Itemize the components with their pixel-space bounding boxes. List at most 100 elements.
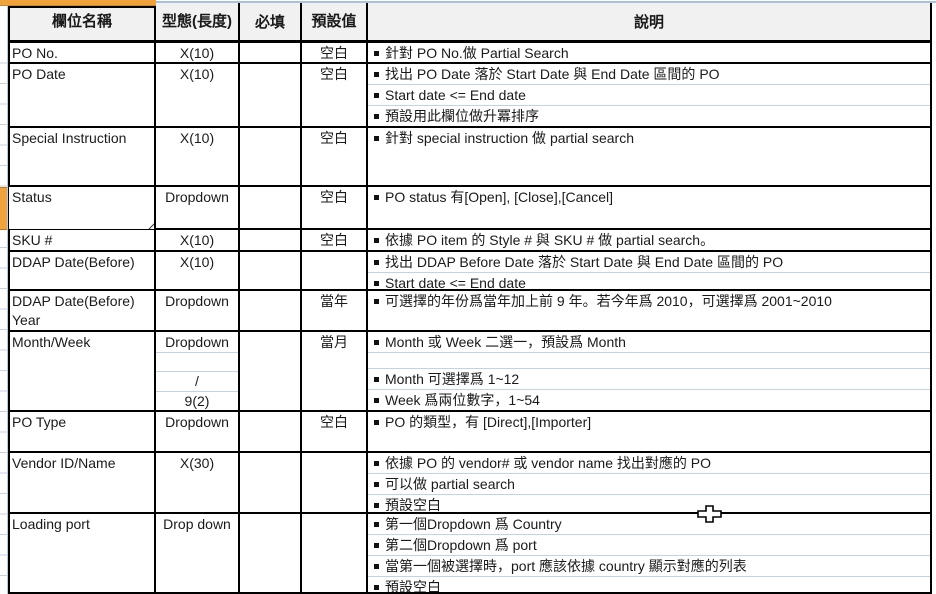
description-text: 預設空白 — [385, 579, 441, 592]
cell-field-name[interactable]: Month/Week — [8, 332, 156, 410]
cell-description[interactable]: 依據 PO item 的 Style # 與 SKU # 做 partial s… — [368, 230, 932, 250]
square-bullet-icon — [374, 72, 379, 77]
cell-description[interactable]: PO 的類型，有 [Direct],[Importer] — [368, 412, 932, 451]
description-line: 可以做 partial search — [368, 474, 930, 495]
cell-type[interactable]: Drop down — [156, 514, 240, 592]
header-cell-required[interactable]: 必填 — [240, 3, 302, 40]
selected-column-indicator — [0, 0, 156, 6]
square-bullet-icon — [374, 564, 379, 569]
description-text: Month 可選擇爲 1~12 — [385, 371, 520, 387]
description-text: PO status 有[Open], [Close],[Cancel] — [385, 189, 613, 205]
cell-description[interactable]: 針對 PO No.做 Partial Search — [368, 43, 932, 62]
cell-required[interactable] — [240, 514, 302, 592]
cell-type[interactable]: X(10) — [156, 252, 240, 289]
cell-type[interactable]: X(10) — [156, 230, 240, 250]
cell-required[interactable] — [240, 291, 302, 330]
cell-default[interactable]: 空白 — [302, 128, 368, 185]
description-text: 依據 PO item 的 Style # 與 SKU # 做 partial s… — [385, 232, 715, 248]
square-bullet-icon — [374, 51, 379, 56]
description-text: 找出 PO Date 落於 Start Date 與 End Date 區間的 … — [385, 66, 720, 82]
cell-type[interactable]: X(10) — [156, 128, 240, 185]
cell-description[interactable]: PO status 有[Open], [Close],[Cancel] — [368, 187, 932, 230]
table-row: DDAP Date(Before) X(10) 找出 DDAP Before Dat… — [8, 252, 932, 291]
square-bullet-icon — [374, 93, 379, 98]
cell-required[interactable] — [240, 252, 302, 289]
cell-description[interactable]: 可選擇的年份爲當年加上前 9 年。若今年爲 2010，可選擇爲 2001~201… — [368, 291, 932, 330]
cell-description[interactable]: 找出 DDAP Before Date 落於 Start Date 與 End … — [368, 252, 932, 289]
cell-field-name[interactable]: Loading port — [8, 514, 156, 592]
cell-required[interactable] — [240, 187, 302, 230]
cell-required[interactable] — [240, 128, 302, 185]
cell-type[interactable]: Dropdown /9(2) — [156, 332, 240, 410]
cell-field-name[interactable]: DDAP Date(Before) Year — [8, 291, 156, 330]
cell-field-name[interactable]: DDAP Date(Before) — [8, 252, 156, 289]
cell-type[interactable]: Dropdown — [156, 291, 240, 330]
cell-default[interactable]: 空白 — [302, 43, 368, 62]
cell-field-name[interactable]: Special Instruction — [8, 128, 156, 185]
cell-type[interactable]: X(10) — [156, 64, 240, 126]
cell-description[interactable]: 找出 PO Date 落於 Start Date 與 End Date 區間的 … — [368, 64, 932, 126]
square-bullet-icon — [374, 340, 379, 345]
cell-field-name[interactable]: PO Date — [8, 64, 156, 126]
field-name-label: SKU # — [12, 232, 53, 248]
cell-type[interactable]: Dropdown — [156, 412, 240, 451]
description-line: 針對 special instruction 做 partial search — [368, 128, 930, 185]
cell-field-name-selected[interactable]: Status — [8, 187, 156, 230]
description-line: Month 或 Week 二選一，預設爲 Month — [368, 332, 930, 353]
square-bullet-icon — [374, 585, 379, 590]
cell-description[interactable]: 針對 special instruction 做 partial search — [368, 128, 932, 185]
cell-default[interactable]: 空白 — [302, 412, 368, 451]
header-cell-description[interactable]: 說明 — [368, 3, 932, 40]
type-label: Dropdown — [165, 293, 229, 309]
cell-required[interactable] — [240, 43, 302, 62]
header-label: 欄位名稱 — [51, 13, 112, 30]
field-name-label: Loading port — [12, 516, 90, 532]
square-bullet-icon — [374, 136, 379, 141]
table-row: Loading port Drop down 第一個Dropdown 爲 Count… — [8, 514, 932, 594]
cell-field-name[interactable]: SKU # — [8, 230, 156, 250]
fill-handle[interactable] — [148, 223, 154, 229]
cell-default[interactable] — [302, 453, 368, 512]
cell-default[interactable]: 空白 — [302, 230, 368, 250]
description-line: 當第一個被選擇時，port 應該依據 country 顯示對應的列表 — [368, 556, 930, 577]
description-text: 針對 PO No.做 Partial Search — [385, 45, 569, 61]
table-row: Vendor ID/Name X(30) 依據 PO 的 vendor# 或 ven… — [8, 453, 932, 514]
cell-required[interactable] — [240, 64, 302, 126]
field-name-label: Month/Week — [12, 334, 91, 350]
cell-field-name[interactable]: PO No. — [8, 43, 156, 62]
cell-default[interactable]: 空白 — [302, 187, 368, 230]
square-bullet-icon — [374, 114, 379, 119]
header-cell-type[interactable]: 型態(長度) — [156, 3, 240, 40]
header-cell-field-name[interactable]: 欄位名稱 — [8, 3, 156, 40]
cell-description[interactable]: Month 或 Week 二選一，預設爲 Month Month 可選擇爲 1~1… — [368, 332, 932, 410]
square-bullet-icon — [374, 281, 379, 286]
description-line — [368, 353, 930, 369]
type-label: X(10) — [179, 66, 215, 82]
cell-description[interactable]: 第一個Dropdown 爲 Country 第二個Dropdown 爲 port 當… — [368, 514, 932, 592]
type-label: X(30) — [179, 455, 215, 471]
table-row: PO Date X(10) 空白 找出 PO Date 落於 Start Date 與… — [8, 64, 932, 128]
cell-default[interactable]: 空白 — [302, 64, 368, 126]
cell-description[interactable]: 依據 PO 的 vendor# 或 vendor name 找出對應的 PO 可以… — [368, 453, 932, 512]
description-text: 可以做 partial search — [385, 476, 515, 492]
cell-field-name[interactable]: PO Type — [8, 412, 156, 451]
cell-field-name[interactable]: Vendor ID/Name — [8, 453, 156, 512]
type-label: X(10) — [179, 232, 215, 248]
header-cell-default[interactable]: 預設值 — [302, 3, 368, 40]
field-spec-table: 欄位名稱 型態(長度) 必填 預設值 說明 PO No. X(10) 空白 針對 PO… — [8, 3, 932, 594]
description-line: Start date <= End date — [368, 273, 930, 289]
cell-type[interactable]: X(30) — [156, 453, 240, 512]
cell-required[interactable] — [240, 230, 302, 250]
cell-required[interactable] — [240, 453, 302, 512]
description-text: 找出 DDAP Before Date 落於 Start Date 與 End … — [385, 254, 784, 270]
field-name-label: Special Instruction — [12, 130, 127, 146]
cell-type[interactable]: Dropdown — [156, 187, 240, 230]
cell-default[interactable]: 當月 — [302, 332, 368, 410]
cell-required[interactable] — [240, 332, 302, 410]
cell-type[interactable]: X(10) — [156, 43, 240, 62]
square-bullet-icon — [374, 195, 379, 200]
cell-default[interactable] — [302, 514, 368, 592]
cell-default[interactable]: 當年 — [302, 291, 368, 330]
cell-required[interactable] — [240, 412, 302, 451]
cell-default[interactable] — [302, 252, 368, 289]
